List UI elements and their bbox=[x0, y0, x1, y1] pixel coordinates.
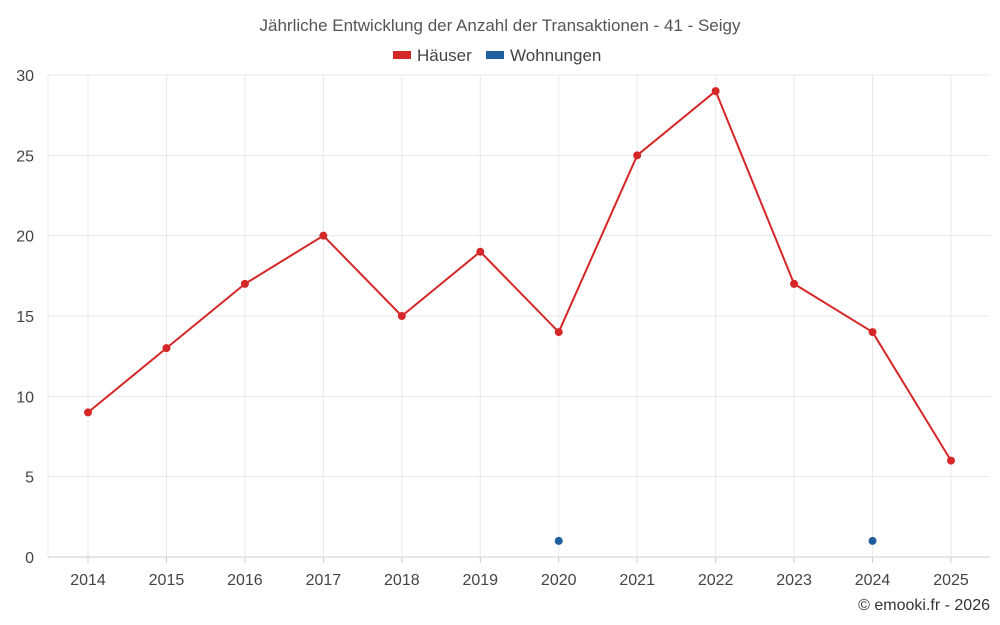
series-haeuser bbox=[84, 87, 955, 465]
x-tick-label-2018: 2018 bbox=[384, 572, 420, 589]
legend-item-haeuser[interactable]: Häuser bbox=[393, 46, 472, 65]
legend-swatch-haeuser bbox=[393, 51, 411, 59]
data-point-haeuser-2018[interactable] bbox=[397, 312, 406, 320]
x-tick-label-2014: 2014 bbox=[70, 572, 106, 589]
y-tick-label-10: 10 bbox=[16, 389, 34, 406]
x-tick-label-2019: 2019 bbox=[462, 572, 498, 589]
data-point-haeuser-2017[interactable] bbox=[319, 231, 328, 240]
x-tick-label-2015: 2015 bbox=[149, 572, 185, 589]
y-tick-label-0: 0 bbox=[25, 550, 34, 567]
x-tick-label-2023: 2023 bbox=[776, 572, 812, 589]
legend: Häuser Wohnungen bbox=[393, 46, 601, 65]
y-tick-label-25: 25 bbox=[16, 148, 34, 165]
data-point-wohnungen-2024[interactable] bbox=[868, 536, 877, 545]
x-tick-label-2022: 2022 bbox=[698, 572, 734, 589]
x-tick-label-2021: 2021 bbox=[619, 572, 655, 589]
data-point-wohnungen-2020[interactable] bbox=[554, 536, 563, 545]
chart-title: Jährliche Entwicklung der Anzahl der Tra… bbox=[260, 16, 741, 35]
series-line-haeuser bbox=[87, 90, 952, 462]
data-point-haeuser-2020[interactable] bbox=[554, 328, 563, 337]
legend-label-wohnungen: Wohnungen bbox=[510, 46, 601, 65]
data-point-haeuser-2019[interactable] bbox=[476, 247, 485, 256]
data-point-haeuser-2022[interactable] bbox=[711, 87, 720, 96]
y-tick-label-15: 15 bbox=[16, 309, 34, 326]
legend-swatch-wohnungen bbox=[486, 51, 504, 59]
x-tick-label-2017: 2017 bbox=[306, 572, 342, 589]
grid bbox=[48, 74, 990, 558]
data-point-haeuser-2016[interactable] bbox=[240, 279, 249, 288]
x-tick-label-2016: 2016 bbox=[227, 572, 263, 589]
credit-text: © emooki.fr - 2026 bbox=[858, 597, 990, 614]
series-wohnungen bbox=[554, 536, 877, 545]
x-tick-label-2025: 2025 bbox=[933, 572, 969, 589]
data-point-haeuser-2015[interactable] bbox=[162, 344, 171, 353]
data-point-haeuser-2024[interactable] bbox=[868, 328, 877, 337]
legend-label-haeuser: Häuser bbox=[417, 46, 472, 65]
legend-item-wohnungen[interactable]: Wohnungen bbox=[486, 46, 601, 65]
data-point-haeuser-2023[interactable] bbox=[790, 279, 799, 288]
x-tick-label-2024: 2024 bbox=[855, 572, 891, 589]
data-point-haeuser-2014[interactable] bbox=[84, 408, 92, 417]
data-point-haeuser-2021[interactable] bbox=[633, 151, 642, 160]
y-tick-label-30: 30 bbox=[16, 68, 34, 85]
x-tick-label-2020: 2020 bbox=[541, 572, 577, 589]
y-tick-label-20: 20 bbox=[16, 229, 34, 246]
y-tick-label-5: 5 bbox=[25, 470, 34, 487]
data-point-haeuser-2025[interactable] bbox=[947, 456, 955, 465]
series bbox=[84, 87, 955, 545]
